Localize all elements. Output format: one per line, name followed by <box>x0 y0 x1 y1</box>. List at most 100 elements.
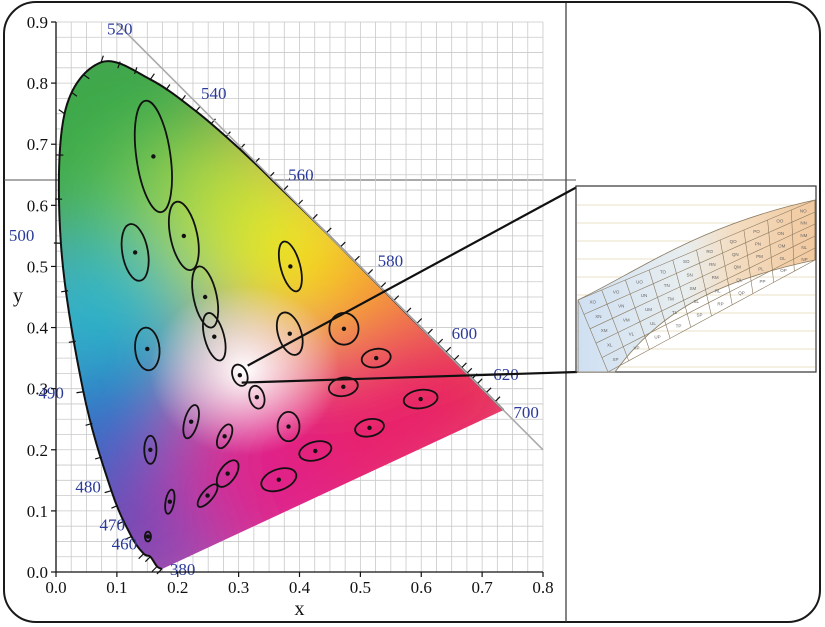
inset-cell-label: QL <box>736 277 743 282</box>
inset-cell-label: OP <box>780 268 787 273</box>
macadam-ellipse <box>360 347 392 369</box>
locus-tick <box>61 290 69 293</box>
inset-cell-label: RN <box>709 262 716 267</box>
ellipse-center-point <box>202 294 208 300</box>
inset-cell-label: QN <box>732 252 739 257</box>
macadam-ellipses <box>120 99 439 543</box>
ellipse-center-point <box>167 499 173 504</box>
inset-cell-label: UN <box>641 293 648 298</box>
locus-tick <box>118 520 125 525</box>
inset-cell-label: PM <box>756 254 763 259</box>
inset-cell-label: SO <box>683 259 690 264</box>
inset-mesh-col <box>743 229 754 294</box>
macadam-ellipse <box>191 265 220 329</box>
inset-cell-label: QP <box>738 290 745 295</box>
tangent-line <box>115 22 544 451</box>
inset-cell-label: PL <box>758 267 764 272</box>
locus-tick <box>117 61 121 69</box>
locus-tick <box>111 504 119 509</box>
wavelength-label: 520 <box>107 19 133 38</box>
zoom-callout-lines <box>241 186 578 384</box>
y-tick-label: 0.0 <box>27 563 48 582</box>
locus-tick <box>367 269 374 275</box>
inset-cell-label: TN <box>664 283 670 288</box>
ellipse-center-point <box>132 250 138 255</box>
inset-cell-label: RM <box>712 275 719 280</box>
inset-cell-label: NO <box>800 209 807 214</box>
macadam-ellipse <box>196 483 219 508</box>
y-tick-label: 0.4 <box>27 319 49 338</box>
macadam-ellipse <box>402 388 439 410</box>
locus-tick <box>68 340 76 343</box>
y-tick-label: 0.5 <box>27 257 48 276</box>
locus-tick <box>416 318 423 324</box>
inset-cell-label: TO <box>660 269 667 274</box>
locus-tick <box>58 109 65 115</box>
inset-mesh-col <box>577 299 609 373</box>
locus-tick <box>144 556 151 563</box>
ellipse-center-point <box>286 424 291 429</box>
inset-cell-label: OM <box>778 243 786 248</box>
macadam-ellipse <box>143 530 152 543</box>
macadam-ellipse <box>164 488 176 515</box>
inset-cell-label: XM <box>601 328 608 333</box>
ellipse-center-point <box>341 384 346 390</box>
inset-cell-label: TL <box>672 310 678 315</box>
y-axis-label: y <box>13 285 23 307</box>
locus-tick <box>339 241 346 248</box>
x-axis-label: x <box>295 598 305 620</box>
macadam-ellipse <box>276 410 301 443</box>
ellipse-center-point <box>341 326 347 331</box>
inset-cell-label: VM <box>623 318 630 323</box>
y-tick-label: 0.6 <box>27 196 48 215</box>
macadam-ellipse <box>182 404 200 440</box>
wavelength-label: 380 <box>170 560 196 579</box>
locus-tick <box>104 490 112 494</box>
inset-mesh-col <box>672 259 692 328</box>
locus-tick <box>485 387 492 394</box>
inset-cell-label: XN <box>595 314 601 319</box>
inset-cell-label: XO <box>589 300 596 305</box>
macadam-ellipse <box>248 384 266 410</box>
wavelength-label: 560 <box>288 166 314 185</box>
wavelength-label: 500 <box>9 226 35 245</box>
locus-tick <box>165 84 171 91</box>
locus-tick <box>83 74 90 80</box>
inset-cell-label: VL <box>629 332 635 337</box>
x-tick-label: 0.7 <box>472 578 494 597</box>
wavelength-label: 580 <box>378 251 404 270</box>
inset-cell-label: QO <box>730 239 738 244</box>
x-tick-label: 0.1 <box>106 578 127 597</box>
ellipse-center-point <box>181 233 187 239</box>
zoom-line-top <box>247 186 578 367</box>
locus-tick <box>100 55 104 63</box>
inset-cell-label: TP <box>676 324 682 329</box>
wavelength-label: 540 <box>201 84 227 103</box>
locus-ticks <box>53 55 501 575</box>
locus-tick <box>405 307 412 314</box>
wavelength-label: 600 <box>452 324 478 343</box>
inset-cell-label: QM <box>734 265 742 270</box>
ellipse-center-point <box>212 334 217 339</box>
locus-tick <box>138 553 145 560</box>
locus-tick <box>325 227 332 234</box>
y-tick-label: 0.9 <box>27 13 48 32</box>
ellipse-center-point <box>288 264 293 269</box>
locus-tick <box>239 143 246 150</box>
locus-tick <box>70 91 78 97</box>
inset-cell-label: SM <box>690 286 697 291</box>
ellipse-center-point <box>276 477 282 482</box>
inset-cell-label: NL <box>801 245 807 250</box>
macadam-ellipse <box>277 240 303 293</box>
locus-tick <box>210 118 216 125</box>
macadam-ellipse <box>202 312 227 362</box>
x-tick-labels: 0.0 0.1 0.2 0.3 0.4 0.5 0.6 0.7 0.8 <box>45 572 554 597</box>
inset-mesh-col <box>719 239 733 305</box>
inset-cell-label: SL <box>693 299 699 304</box>
inset-cell-label: UM <box>645 307 652 312</box>
inset-band: XO VO UO TO SO RO QO PO OO NO XN VN UN TN SN RN QN PN ON NN… <box>577 199 816 373</box>
x-tick-label: 0.3 <box>228 578 249 597</box>
inset-cell-label: NN <box>800 221 807 226</box>
x-tick-label: 0.8 <box>532 578 553 597</box>
inset-cell-label: RP <box>717 301 723 306</box>
